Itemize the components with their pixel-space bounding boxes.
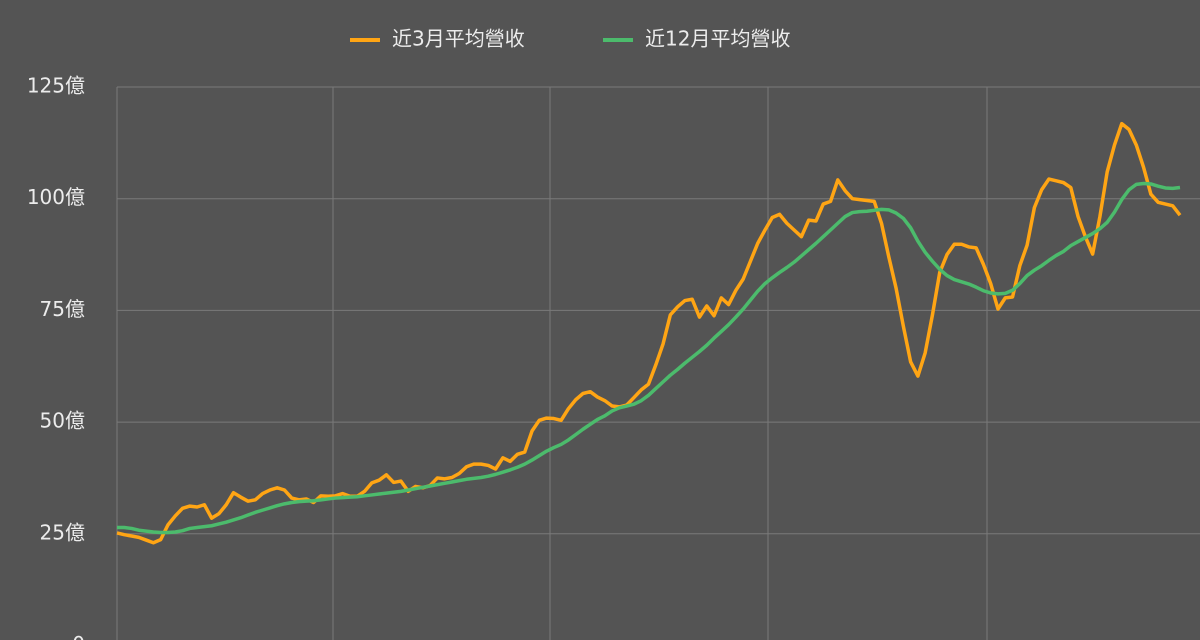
y-tick-label: 25億: [40, 520, 85, 544]
data-line: [117, 181, 1181, 535]
y-tick-label: 0: [72, 632, 85, 640]
y-tick-label: 100億: [27, 185, 85, 209]
data-line: [116, 121, 1182, 545]
legend-label: 近12月平均營收: [645, 27, 790, 51]
y-tick-label: 75億: [40, 297, 85, 321]
y-tick-label: 50億: [40, 409, 85, 433]
y-tick-label: 125億: [27, 74, 85, 98]
legend-label: 近3月平均營收: [392, 27, 525, 51]
